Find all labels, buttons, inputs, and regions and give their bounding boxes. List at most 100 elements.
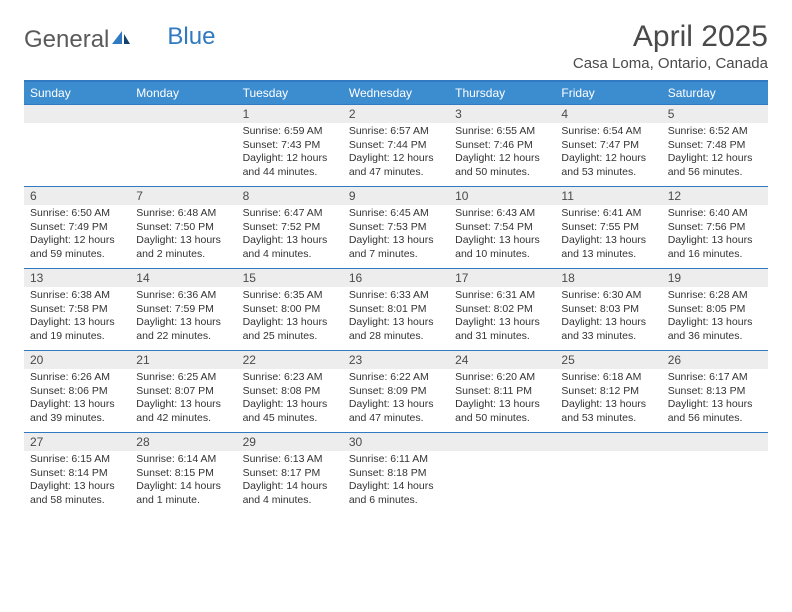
calendar-cell: 24Sunrise: 6:20 AMSunset: 8:11 PMDayligh…: [449, 350, 555, 432]
daylight-line: Daylight: 13 hours and 53 minutes.: [561, 398, 655, 425]
calendar-cell: 14Sunrise: 6:36 AMSunset: 7:59 PMDayligh…: [130, 268, 236, 350]
header: General Blue April 2025 Casa Loma, Ontar…: [24, 20, 768, 72]
sunset-line: Sunset: 7:59 PM: [136, 303, 230, 317]
daylight-line: Daylight: 13 hours and 25 minutes.: [243, 316, 337, 343]
sunrise-line: Sunrise: 6:23 AM: [243, 371, 337, 385]
sunrise-line: Sunrise: 6:50 AM: [30, 207, 124, 221]
day-details: Sunrise: 6:14 AMSunset: 8:15 PMDaylight:…: [130, 451, 236, 512]
daylight-line: Daylight: 14 hours and 6 minutes.: [349, 480, 443, 507]
daylight-line: Daylight: 13 hours and 50 minutes.: [455, 398, 549, 425]
logo-text-1: General: [24, 26, 109, 54]
sunset-line: Sunset: 7:44 PM: [349, 139, 443, 153]
day-number: 18: [555, 268, 661, 287]
weekday-header: Tuesday: [237, 82, 343, 104]
calendar-row: 27Sunrise: 6:15 AMSunset: 8:14 PMDayligh…: [24, 432, 768, 514]
sunset-line: Sunset: 7:52 PM: [243, 221, 337, 235]
page-title: April 2025: [573, 20, 768, 54]
sunset-line: Sunset: 8:01 PM: [349, 303, 443, 317]
sunset-line: Sunset: 7:53 PM: [349, 221, 443, 235]
sunrise-line: Sunrise: 6:30 AM: [561, 289, 655, 303]
sunrise-line: Sunrise: 6:11 AM: [349, 453, 443, 467]
weekday-header: Sunday: [24, 82, 130, 104]
title-block: April 2025 Casa Loma, Ontario, Canada: [573, 20, 768, 72]
day-details: Sunrise: 6:54 AMSunset: 7:47 PMDaylight:…: [555, 123, 661, 184]
sunset-line: Sunset: 7:58 PM: [30, 303, 124, 317]
calendar-cell: 21Sunrise: 6:25 AMSunset: 8:07 PMDayligh…: [130, 350, 236, 432]
day-details: Sunrise: 6:47 AMSunset: 7:52 PMDaylight:…: [237, 205, 343, 266]
calendar-cell-blank: [24, 104, 130, 186]
sunrise-line: Sunrise: 6:40 AM: [668, 207, 762, 221]
calendar-cell: 3Sunrise: 6:55 AMSunset: 7:46 PMDaylight…: [449, 104, 555, 186]
daylight-line: Daylight: 13 hours and 13 minutes.: [561, 234, 655, 261]
day-number: 14: [130, 268, 236, 287]
day-details: Sunrise: 6:50 AMSunset: 7:49 PMDaylight:…: [24, 205, 130, 266]
daylight-line: Daylight: 13 hours and 39 minutes.: [30, 398, 124, 425]
daylight-line: Daylight: 14 hours and 4 minutes.: [243, 480, 337, 507]
day-details: Sunrise: 6:35 AMSunset: 8:00 PMDaylight:…: [237, 287, 343, 348]
day-details: Sunrise: 6:13 AMSunset: 8:17 PMDaylight:…: [237, 451, 343, 512]
sunrise-line: Sunrise: 6:55 AM: [455, 125, 549, 139]
sunrise-line: Sunrise: 6:20 AM: [455, 371, 549, 385]
day-number: 11: [555, 186, 661, 205]
day-details: Sunrise: 6:20 AMSunset: 8:11 PMDaylight:…: [449, 369, 555, 430]
sunset-line: Sunset: 8:18 PM: [349, 467, 443, 481]
calendar-cell: 6Sunrise: 6:50 AMSunset: 7:49 PMDaylight…: [24, 186, 130, 268]
sunset-line: Sunset: 8:09 PM: [349, 385, 443, 399]
day-details: Sunrise: 6:55 AMSunset: 7:46 PMDaylight:…: [449, 123, 555, 184]
sunset-line: Sunset: 8:07 PM: [136, 385, 230, 399]
calendar-row: 6Sunrise: 6:50 AMSunset: 7:49 PMDaylight…: [24, 186, 768, 268]
day-details: Sunrise: 6:28 AMSunset: 8:05 PMDaylight:…: [662, 287, 768, 348]
day-details: Sunrise: 6:33 AMSunset: 8:01 PMDaylight:…: [343, 287, 449, 348]
calendar-cell-blank: [555, 432, 661, 514]
daylight-line: Daylight: 13 hours and 16 minutes.: [668, 234, 762, 261]
sunset-line: Sunset: 8:00 PM: [243, 303, 337, 317]
calendar-cell: 19Sunrise: 6:28 AMSunset: 8:05 PMDayligh…: [662, 268, 768, 350]
day-number: 28: [130, 432, 236, 451]
day-number: 29: [237, 432, 343, 451]
sunset-line: Sunset: 7:54 PM: [455, 221, 549, 235]
day-number: 30: [343, 432, 449, 451]
day-number: 23: [343, 350, 449, 369]
calendar-cell: 9Sunrise: 6:45 AMSunset: 7:53 PMDaylight…: [343, 186, 449, 268]
sunrise-line: Sunrise: 6:26 AM: [30, 371, 124, 385]
day-details: Sunrise: 6:15 AMSunset: 8:14 PMDaylight:…: [24, 451, 130, 512]
day-details: Sunrise: 6:18 AMSunset: 8:12 PMDaylight:…: [555, 369, 661, 430]
calendar-cell: 23Sunrise: 6:22 AMSunset: 8:09 PMDayligh…: [343, 350, 449, 432]
sunrise-line: Sunrise: 6:59 AM: [243, 125, 337, 139]
sunset-line: Sunset: 8:11 PM: [455, 385, 549, 399]
calendar-row: 1Sunrise: 6:59 AMSunset: 7:43 PMDaylight…: [24, 104, 768, 186]
calendar-cell: 10Sunrise: 6:43 AMSunset: 7:54 PMDayligh…: [449, 186, 555, 268]
sunrise-line: Sunrise: 6:36 AM: [136, 289, 230, 303]
sunset-line: Sunset: 8:05 PM: [668, 303, 762, 317]
calendar-cell: 26Sunrise: 6:17 AMSunset: 8:13 PMDayligh…: [662, 350, 768, 432]
calendar-row: 20Sunrise: 6:26 AMSunset: 8:06 PMDayligh…: [24, 350, 768, 432]
sunrise-line: Sunrise: 6:14 AM: [136, 453, 230, 467]
daylight-line: Daylight: 13 hours and 2 minutes.: [136, 234, 230, 261]
day-details: Sunrise: 6:25 AMSunset: 8:07 PMDaylight:…: [130, 369, 236, 430]
daylight-line: Daylight: 12 hours and 44 minutes.: [243, 152, 337, 179]
sunrise-line: Sunrise: 6:18 AM: [561, 371, 655, 385]
day-details: Sunrise: 6:11 AMSunset: 8:18 PMDaylight:…: [343, 451, 449, 512]
sunrise-line: Sunrise: 6:15 AM: [30, 453, 124, 467]
calendar-table: SundayMondayTuesdayWednesdayThursdayFrid…: [24, 80, 768, 514]
day-number: 16: [343, 268, 449, 287]
calendar-cell-blank: [130, 104, 236, 186]
day-number: 20: [24, 350, 130, 369]
day-number: 12: [662, 186, 768, 205]
day-details: Sunrise: 6:38 AMSunset: 7:58 PMDaylight:…: [24, 287, 130, 348]
sunrise-line: Sunrise: 6:35 AM: [243, 289, 337, 303]
day-details: Sunrise: 6:57 AMSunset: 7:44 PMDaylight:…: [343, 123, 449, 184]
day-number: 3: [449, 104, 555, 123]
day-details: Sunrise: 6:30 AMSunset: 8:03 PMDaylight:…: [555, 287, 661, 348]
daylight-line: Daylight: 13 hours and 45 minutes.: [243, 398, 337, 425]
sunset-line: Sunset: 7:43 PM: [243, 139, 337, 153]
calendar-cell-blank: [662, 432, 768, 514]
sunrise-line: Sunrise: 6:45 AM: [349, 207, 443, 221]
sunrise-line: Sunrise: 6:41 AM: [561, 207, 655, 221]
day-number: 17: [449, 268, 555, 287]
daylight-line: Daylight: 13 hours and 4 minutes.: [243, 234, 337, 261]
sunrise-line: Sunrise: 6:43 AM: [455, 207, 549, 221]
calendar-body: 1Sunrise: 6:59 AMSunset: 7:43 PMDaylight…: [24, 104, 768, 514]
daylight-line: Daylight: 13 hours and 19 minutes.: [30, 316, 124, 343]
calendar-cell: 4Sunrise: 6:54 AMSunset: 7:47 PMDaylight…: [555, 104, 661, 186]
